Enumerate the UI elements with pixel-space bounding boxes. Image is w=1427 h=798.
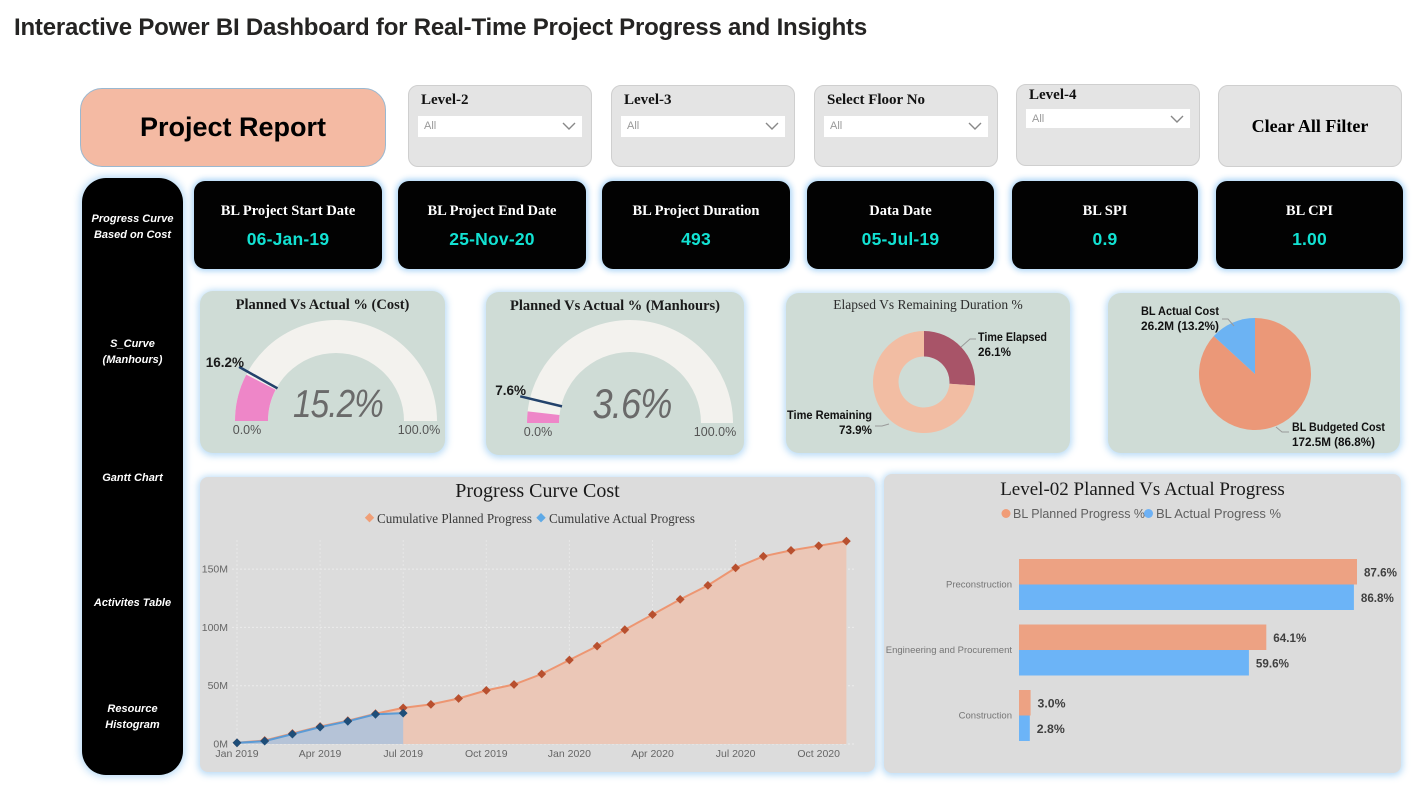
svg-text:86.8%: 86.8% (1361, 591, 1394, 605)
svg-text:73.9%: 73.9% (839, 423, 872, 437)
svg-text:2.8%: 2.8% (1037, 722, 1065, 736)
svg-text:Apr 2019: Apr 2019 (299, 748, 342, 760)
svg-text:Construction: Construction (959, 711, 1012, 722)
svg-text:Oct 2020: Oct 2020 (797, 748, 840, 760)
svg-text:3.6%: 3.6% (593, 380, 672, 427)
svg-text:64.1%: 64.1% (1273, 631, 1306, 645)
svg-text:Jul 2019: Jul 2019 (383, 748, 423, 760)
svg-text:50M: 50M (208, 680, 228, 692)
svg-text:0.0%: 0.0% (524, 425, 553, 439)
svg-text:59.6%: 59.6% (1256, 656, 1289, 670)
svg-text:BL Actual Progress %: BL Actual Progress % (1156, 507, 1281, 521)
svg-text:0M: 0M (213, 739, 228, 751)
svg-text:3.0%: 3.0% (1038, 696, 1066, 710)
svg-text:Cumulative Actual Progress: Cumulative Actual Progress (549, 512, 695, 527)
svg-text:100M: 100M (202, 622, 228, 634)
svg-text:Jan 2020: Jan 2020 (548, 748, 591, 760)
svg-text:Time Elapsed: Time Elapsed (978, 330, 1047, 344)
svg-text:Time Remaining: Time Remaining (787, 408, 872, 422)
svg-text:BL Budgeted Cost: BL Budgeted Cost (1292, 420, 1385, 434)
svg-text:26.2M (13.2%): 26.2M (13.2%) (1141, 319, 1219, 333)
svg-text:100.0%: 100.0% (398, 423, 440, 437)
svg-text:Preconstruction: Preconstruction (946, 580, 1012, 591)
svg-text:Engineering and Procurement: Engineering and Procurement (886, 645, 1013, 656)
svg-text:26.1%: 26.1% (978, 345, 1011, 359)
svg-text:100.0%: 100.0% (694, 425, 736, 439)
svg-text:7.6%: 7.6% (495, 383, 526, 398)
svg-text:15.2%: 15.2% (293, 383, 383, 426)
svg-text:172.5M (86.8%): 172.5M (86.8%) (1292, 435, 1375, 449)
svg-text:16.2%: 16.2% (206, 355, 244, 370)
svg-text:BL Planned Progress %: BL Planned Progress % (1013, 507, 1145, 521)
svg-text:Jan 2019: Jan 2019 (215, 748, 258, 760)
svg-text:Jul 2020: Jul 2020 (716, 748, 756, 760)
svg-text:BL Actual Cost: BL Actual Cost (1141, 304, 1219, 318)
svg-text:150M: 150M (202, 564, 228, 576)
svg-text:0.0%: 0.0% (233, 423, 262, 437)
svg-text:Cumulative Planned Progress: Cumulative Planned Progress (377, 512, 532, 527)
svg-text:Oct 2019: Oct 2019 (465, 748, 508, 760)
svg-text:87.6%: 87.6% (1364, 565, 1397, 579)
svg-text:Apr 2020: Apr 2020 (631, 748, 674, 760)
